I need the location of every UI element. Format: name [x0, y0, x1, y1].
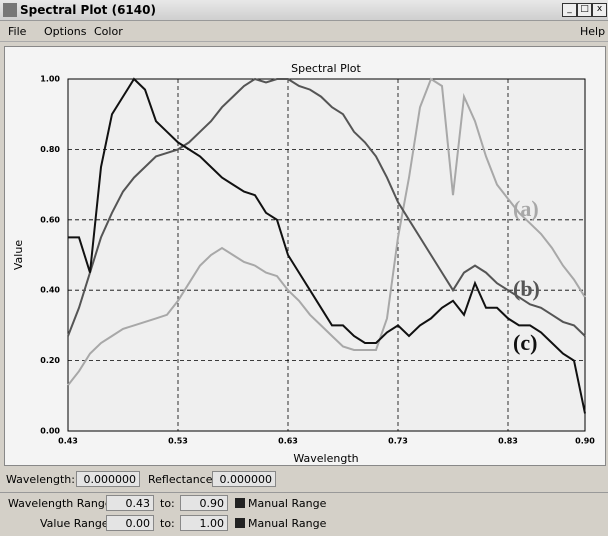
field-label: Reflectance: — [148, 473, 217, 486]
x-tick-label: 0.90 — [575, 437, 595, 446]
field-label: to: — [160, 517, 175, 530]
x-tick-label: 0.53 — [168, 437, 188, 446]
y-tick-label: 0.40 — [40, 286, 60, 295]
readout-row: Wavelength: 0.000000 Reflectance: 0.0000… — [0, 469, 608, 491]
manual-range-checkbox[interactable] — [235, 498, 245, 508]
y-tick-label: 0.80 — [40, 145, 60, 154]
field-label: Value Range: — [40, 517, 113, 530]
menu-item[interactable]: Help — [580, 25, 606, 38]
y-axis-label: Value — [12, 240, 25, 270]
series-label: (b) — [513, 276, 540, 301]
wavelength-field[interactable]: 0.000000 — [76, 471, 140, 487]
x-axis-label: Wavelength — [293, 452, 358, 465]
y-tick-label: 0.20 — [40, 356, 60, 365]
wavelength-range-row: Wavelength Range: 0.43 to: 0.90 Manual R… — [0, 492, 608, 515]
x-tick-label: 0.73 — [388, 437, 408, 446]
chart-panel: Spectral Plot Wavelength Value 0.00 0.20 0… — [4, 46, 606, 466]
y-tick-label: 0.60 — [40, 215, 60, 224]
x-tick-label: 0.83 — [498, 437, 518, 446]
menu-item[interactable]: Color — [94, 25, 123, 38]
range-max-field[interactable]: 0.90 — [180, 495, 228, 511]
series-label: (a) — [513, 196, 539, 221]
chart: Spectral Plot Wavelength Value 0.00 0.20 0… — [12, 62, 595, 465]
range-max-field[interactable]: 1.00 — [180, 515, 228, 531]
plot-area — [67, 78, 586, 432]
value-range-row: Value Range: 0.00 to: 1.00 Manual Range — [0, 513, 608, 535]
x-tick-label: 0.43 — [58, 437, 78, 446]
menu-item[interactable]: File — [8, 25, 27, 38]
range-min-field[interactable]: 0.00 — [106, 515, 154, 531]
y-tick-label: 0.00 — [40, 427, 60, 436]
series-line — [67, 77, 586, 386]
series-line — [68, 77, 586, 414]
menu-bar: File Options Color Help — [0, 21, 608, 42]
checkbox-label: Manual Range — [248, 497, 327, 510]
window-title: Spectral Plot (6140) — [20, 3, 156, 17]
field-label: Wavelength Range: — [8, 497, 116, 510]
field-label: to: — [160, 497, 175, 510]
title-bar: Spectral Plot (6140) _ □ x — [0, 0, 608, 21]
window-icon — [3, 3, 17, 17]
maximize-button[interactable]: □ — [577, 3, 592, 17]
chart-title: Spectral Plot — [291, 62, 361, 75]
manual-range-checkbox[interactable] — [235, 518, 245, 528]
close-button[interactable]: x — [592, 3, 607, 17]
checkbox-label: Manual Range — [248, 517, 327, 530]
field-label: Wavelength: — [6, 473, 75, 486]
reflectance-field[interactable]: 0.000000 — [212, 471, 276, 487]
range-min-field[interactable]: 0.43 — [106, 495, 154, 511]
menu-item[interactable]: Options — [44, 25, 87, 38]
series-line — [67, 77, 586, 337]
series-label: (c) — [513, 330, 537, 355]
y-tick-label: 1.00 — [40, 75, 60, 84]
minimize-button[interactable]: _ — [562, 3, 577, 17]
x-tick-label: 0.63 — [278, 437, 298, 446]
